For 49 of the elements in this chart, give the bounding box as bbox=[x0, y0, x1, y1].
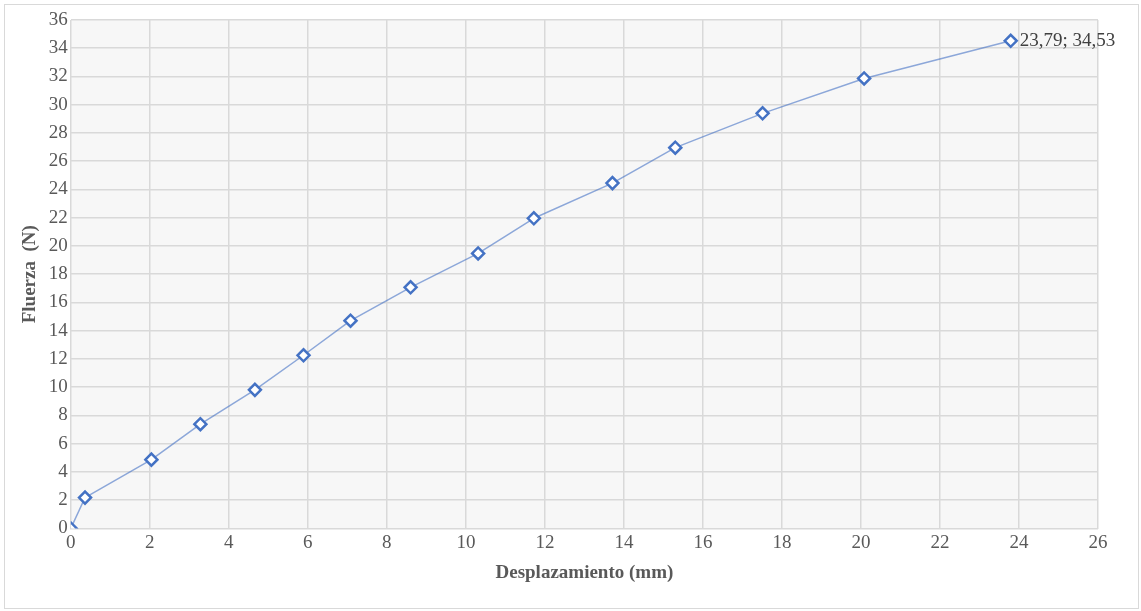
x-tick-label: 22 bbox=[930, 530, 950, 552]
x-tick-label: 6 bbox=[303, 530, 313, 552]
y-tick-label: 12 bbox=[48, 346, 68, 368]
y-tick-label: 34 bbox=[48, 36, 69, 58]
x-tick-label: 20 bbox=[851, 530, 871, 552]
x-tick-label: 10 bbox=[456, 530, 476, 552]
x-tick-label: 2 bbox=[145, 530, 155, 552]
point bbox=[1003, 33, 1018, 49]
y-tick-label: 4 bbox=[58, 459, 69, 481]
point bbox=[403, 280, 418, 295]
y-tick-label: 26 bbox=[48, 149, 68, 171]
y-tick-label: 36 bbox=[48, 7, 68, 29]
y-tick-label: 2 bbox=[58, 488, 68, 510]
point bbox=[605, 175, 620, 191]
x-tick-label: 16 bbox=[693, 530, 713, 552]
point bbox=[856, 71, 872, 86]
y-axis-title: Fluerza (N) bbox=[18, 225, 41, 324]
y-tick-label: 24 bbox=[48, 177, 69, 199]
point bbox=[526, 211, 542, 226]
point bbox=[343, 313, 358, 328]
point bbox=[144, 452, 159, 467]
point bbox=[668, 140, 683, 155]
y-tick-label: 16 bbox=[48, 290, 68, 312]
x-tick-label: 12 bbox=[535, 530, 555, 552]
point bbox=[470, 246, 486, 261]
point bbox=[247, 382, 263, 398]
y-tick-label: 32 bbox=[48, 64, 68, 86]
point bbox=[77, 490, 93, 505]
x-tick-label: 18 bbox=[772, 530, 792, 552]
x-tick-label: 14 bbox=[614, 530, 634, 552]
y-tick-label: 28 bbox=[48, 120, 68, 142]
y-tick-label: 20 bbox=[48, 233, 68, 255]
x-tick-label: 4 bbox=[224, 530, 235, 552]
x-axis-title: Desplazamiento (mm) bbox=[495, 560, 674, 583]
y-tick-label: 18 bbox=[48, 262, 68, 284]
x-tick-label: 26 bbox=[1088, 530, 1108, 552]
y-tick-label: 14 bbox=[48, 318, 69, 340]
annotation: 23,79; 34,53 bbox=[1019, 28, 1116, 50]
y-tick-label: 30 bbox=[48, 92, 68, 114]
y-tick-label: 8 bbox=[58, 403, 68, 425]
point bbox=[755, 106, 770, 121]
y-tick-label: 10 bbox=[48, 375, 68, 397]
point bbox=[296, 348, 311, 363]
y-tick-label: 22 bbox=[48, 205, 68, 227]
point bbox=[193, 416, 208, 432]
x-tick-label: 24 bbox=[1009, 530, 1029, 552]
x-tick-label: 8 bbox=[382, 530, 392, 552]
y-tick-label: 6 bbox=[58, 431, 68, 453]
y-tick-label: 0 bbox=[58, 516, 68, 538]
